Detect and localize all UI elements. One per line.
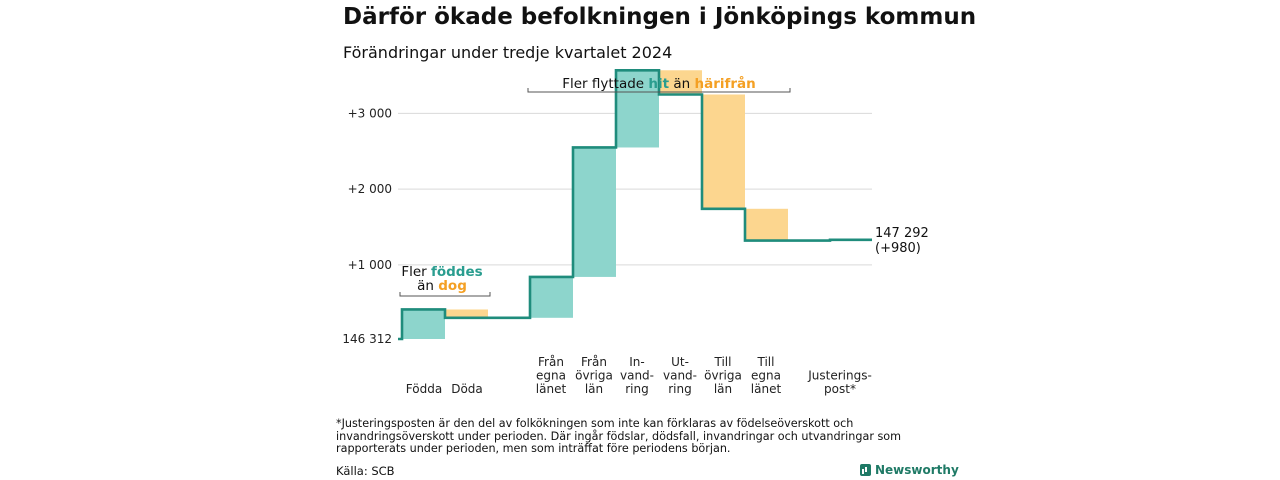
cumulative-line (398, 68, 872, 341)
category-label: länet (536, 382, 567, 396)
category-label: övriga (704, 369, 742, 383)
category-label: Justerings- (807, 369, 872, 383)
waterfall-chart: +1 000 +2 000 +3 000 146 312 147 292(+980) Fö… (342, 68, 929, 396)
category-label: egna (751, 369, 781, 383)
waterfall-bar (573, 147, 616, 277)
category-label: län (714, 382, 732, 396)
category-label: vand- (663, 369, 697, 383)
waterfall-bar (745, 208, 788, 241)
category-label: länet (751, 382, 782, 396)
category-label: övriga (575, 369, 613, 383)
category-label: ring (668, 382, 692, 396)
footnote: *Justeringsposten är den del av folkökni… (336, 417, 902, 456)
end-change-label: (+980) (875, 241, 921, 256)
end-value-label: 147 292 (875, 226, 929, 241)
y-tick-label: +3 000 (348, 106, 392, 120)
category-label: egna (536, 369, 566, 383)
chart-subtitle: Förändringar under tredje kvartalet 2024 (343, 43, 673, 62)
waterfall-bar (702, 94, 745, 209)
waterfall-bar (445, 309, 488, 318)
chart-icon (860, 464, 871, 476)
category-label: Födda (406, 382, 442, 396)
category-label: vand- (620, 369, 654, 383)
category-label: Döda (451, 382, 483, 396)
category-label: post* (824, 382, 856, 396)
annotation-births-line1: Fler föddes (401, 264, 482, 280)
source-label: Källa: SCB (336, 464, 395, 478)
annotation-births-line2: än dog (417, 278, 467, 294)
brand-logo: Newsworthy (860, 463, 959, 477)
category-label: Från (538, 355, 564, 369)
waterfall-bar (402, 309, 445, 339)
annotation-migration: Fler flyttade hit än härifrån (562, 75, 756, 92)
category-label: In- (629, 355, 644, 369)
waterfall-bar (530, 276, 573, 318)
category-label: Från (581, 355, 607, 369)
category-label: ring (625, 382, 649, 396)
chart-title: Därför ökade befolkningen i Jönköpings k… (343, 4, 977, 30)
category-label: län (585, 382, 603, 396)
category-label: Till (757, 355, 775, 369)
y-tick-label: +1 000 (348, 258, 392, 272)
category-label: Ut- (671, 355, 689, 369)
waterfall-bar (616, 70, 659, 148)
annotation-bracket (527, 88, 791, 93)
annotation-bracket (399, 292, 491, 297)
category-label: Till (714, 355, 732, 369)
start-value-label: 146 312 (342, 332, 392, 346)
waterfall-bar (659, 70, 702, 95)
y-tick-label: +2 000 (348, 182, 392, 196)
brand-name: Newsworthy (875, 463, 959, 477)
